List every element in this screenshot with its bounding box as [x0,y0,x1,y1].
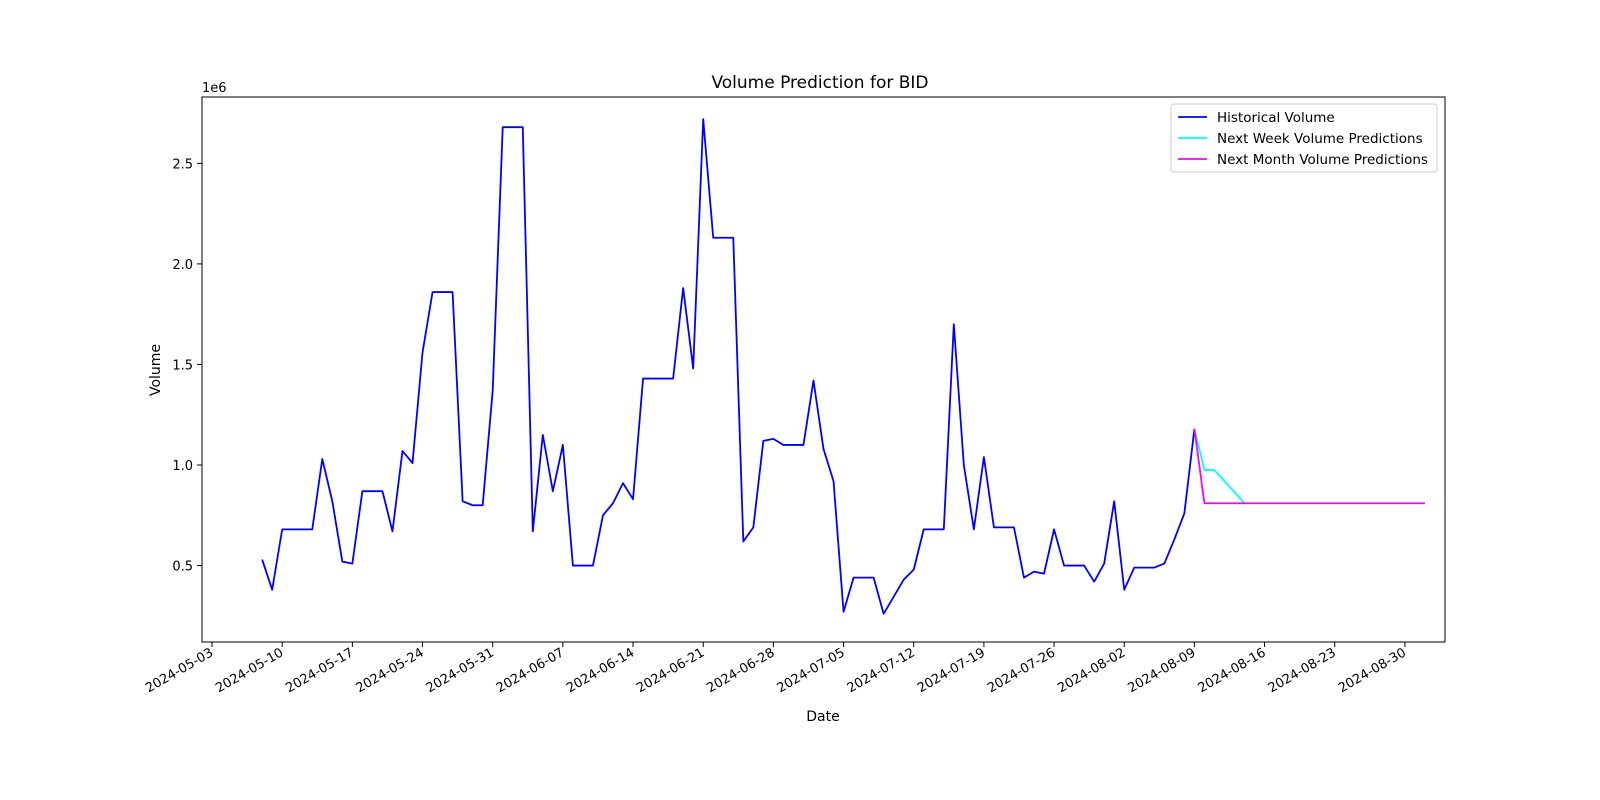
series-lines [261,118,1425,615]
chart-title: Volume Prediction for BID [711,73,928,93]
y-tick-label: 1.0 [172,459,193,474]
y-axis: 0.5 1.0 1.5 2.0 2.5 [172,157,202,575]
x-axis: 2024-05-032024-05-102024-05-172024-05-24… [143,642,1409,696]
x-tick-label: 2024-07-05 [775,645,848,696]
legend-label: Next Month Volume Predictions [1217,152,1428,168]
x-tick-label: 2024-05-17 [283,645,356,696]
x-tick-label: 2024-07-26 [985,645,1058,696]
x-tick-label: 2024-06-07 [494,645,567,696]
series-line-1 [261,118,1196,615]
x-tick-label: 2024-06-14 [564,645,637,696]
plot-frame [201,96,1446,643]
x-tick-label: 2024-05-24 [354,645,427,696]
x-tick-label: 2024-07-12 [845,645,918,696]
x-tick-label: 2024-08-09 [1125,645,1198,696]
x-tick-label: 2024-05-10 [213,645,286,696]
x-tick-label: 2024-08-23 [1266,645,1339,696]
legend: Historical Volume Next Week Volume Predic… [1170,103,1438,173]
x-axis-title: Date [806,709,839,725]
x-tick-label: 2024-06-28 [704,645,777,696]
x-tick-label: 2024-07-19 [915,645,988,696]
y-tick-label: 2.5 [172,157,193,172]
series-line-2 [1193,428,1246,504]
x-tick-label: 2024-05-03 [143,645,216,696]
x-tick-label: 2024-05-31 [424,645,497,696]
legend-box [1170,103,1438,173]
x-tick-label: 2024-08-16 [1196,645,1269,696]
x-tick-label: 2024-08-30 [1336,645,1409,696]
y-offset-label: 1e6 [202,81,227,96]
x-tick-label: 2024-08-02 [1055,645,1128,696]
x-tick-label: 2024-06-21 [634,645,707,696]
legend-label: Next Week Volume Predictions [1217,131,1423,147]
y-axis-title: Volume [148,344,164,396]
y-tick-label: 2.0 [172,258,193,273]
series-line-3 [1193,428,1425,505]
y-tick-label: 0.5 [172,560,193,575]
legend-label: Historical Volume [1217,110,1335,126]
y-tick-label: 1.5 [172,358,193,373]
